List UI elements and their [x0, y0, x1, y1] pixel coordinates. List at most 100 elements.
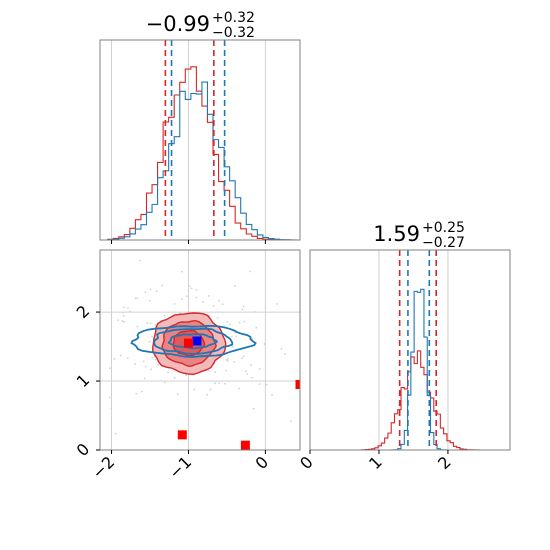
scatter-point [136, 325, 139, 328]
scatter-point [249, 364, 252, 366]
scatter-point [144, 365, 147, 368]
histogram-series-blue [107, 81, 297, 240]
marker-point-red [177, 430, 187, 440]
scatter-point [218, 382, 220, 385]
scatter-point [157, 363, 160, 366]
scatter-point [233, 360, 236, 363]
scatter-point [207, 295, 210, 297]
scatter-point [114, 432, 117, 435]
scatter-point [290, 420, 292, 423]
contour-blue-level [167, 333, 218, 350]
histogram-param1-grid [111, 40, 266, 240]
scatter-x-tick-label: 0 [252, 452, 273, 473]
param1-title-upper: +0.32 [212, 10, 255, 26]
histogram-param1-frame [99, 39, 301, 241]
scatter-point [221, 303, 224, 306]
scatter-point [254, 311, 256, 313]
scatter-point [164, 381, 166, 384]
scatter-x-ticks: −2 −1 0 [88, 450, 272, 483]
scatter-point [206, 393, 209, 396]
param1-title-lower: −0.32 [212, 25, 255, 41]
scatter-point [173, 303, 176, 305]
scatter-point [226, 321, 229, 323]
scatter-point [109, 367, 111, 370]
scatter-point [134, 363, 136, 366]
scatter-point [242, 305, 245, 308]
histogram-param1-ticks [111, 240, 266, 244]
scatter-point [258, 383, 261, 385]
scatter-point [154, 358, 157, 361]
scatter-point [150, 368, 152, 371]
scatter-point [123, 320, 125, 323]
scatter-point [108, 396, 111, 399]
scatter-point [176, 393, 179, 396]
scatter-point [143, 377, 146, 380]
scatter-point [190, 287, 193, 290]
scatter-point [225, 369, 228, 372]
scatter-point [149, 288, 152, 291]
contour-blue-level [153, 327, 234, 355]
scatter-point [181, 270, 183, 273]
scatter-point [224, 382, 226, 385]
scatter-point [280, 348, 283, 350]
scatter-point [238, 321, 241, 324]
scatter-x-tick-label: −1 [165, 452, 195, 482]
scatter-point [245, 370, 247, 373]
scatter-point [208, 370, 210, 372]
scatter-point [163, 314, 166, 317]
histogram-param2-x-tick-label: 1 [365, 452, 386, 473]
histogram-param2-series [361, 288, 494, 450]
scatter-y-tick-label: 0 [73, 439, 94, 460]
scatter-point [238, 387, 240, 390]
scatter-point [252, 407, 255, 410]
scatter-y-ticks: 0 1 2 [73, 301, 100, 460]
scatter-point [136, 297, 139, 300]
scatter-point [155, 290, 158, 293]
scatter-point [216, 316, 219, 319]
scatter-y-tick-label: 2 [73, 301, 94, 322]
scatter-point [202, 301, 205, 304]
scatter-point [212, 305, 215, 307]
scatter-point [265, 383, 268, 386]
scatter-point [209, 388, 212, 391]
scatter-point [119, 354, 122, 357]
scatter-x-tick-label: −2 [88, 452, 118, 482]
scatter-point [146, 322, 149, 324]
scatter-point [161, 284, 163, 287]
scatter-point [135, 392, 138, 395]
scatter-point [148, 299, 151, 302]
scatter-point [140, 390, 143, 393]
scatter-point [258, 368, 261, 370]
histogram-series-blue [361, 288, 493, 450]
scatter-point [149, 322, 152, 325]
scatter-point [167, 371, 170, 374]
scatter-point [129, 310, 131, 313]
param1-title-value: −0.99 [146, 12, 210, 36]
scatter-point [188, 285, 191, 288]
scatter-point [243, 320, 246, 323]
scatter-point [127, 307, 129, 309]
scatter-point [263, 343, 266, 345]
scatter-point [235, 335, 238, 338]
scatter-point [121, 311, 124, 314]
histogram-param2-quantiles [398, 250, 438, 450]
scatter-panel-2d: −2 −1 0 0 1 2 [73, 249, 301, 483]
scatter-point [217, 299, 220, 302]
param2-title-value: 1.59 [373, 222, 420, 246]
scatter-point [180, 298, 183, 300]
scatter-point [193, 388, 196, 391]
scatter-point [271, 394, 273, 397]
marker-point-red [295, 379, 300, 389]
scatter-point [241, 357, 243, 360]
marker-point-blue [192, 336, 202, 346]
scatter-point [276, 302, 278, 305]
scatter-point [134, 297, 137, 300]
scatter-y-tick-label: 1 [73, 370, 94, 391]
scatter-point [231, 346, 234, 348]
scatter-contours [108, 259, 292, 435]
scatter-point [195, 289, 198, 291]
scatter-point [173, 376, 176, 379]
scatter-point [214, 371, 217, 374]
scatter-point [255, 326, 258, 329]
scatter-point [122, 315, 125, 317]
